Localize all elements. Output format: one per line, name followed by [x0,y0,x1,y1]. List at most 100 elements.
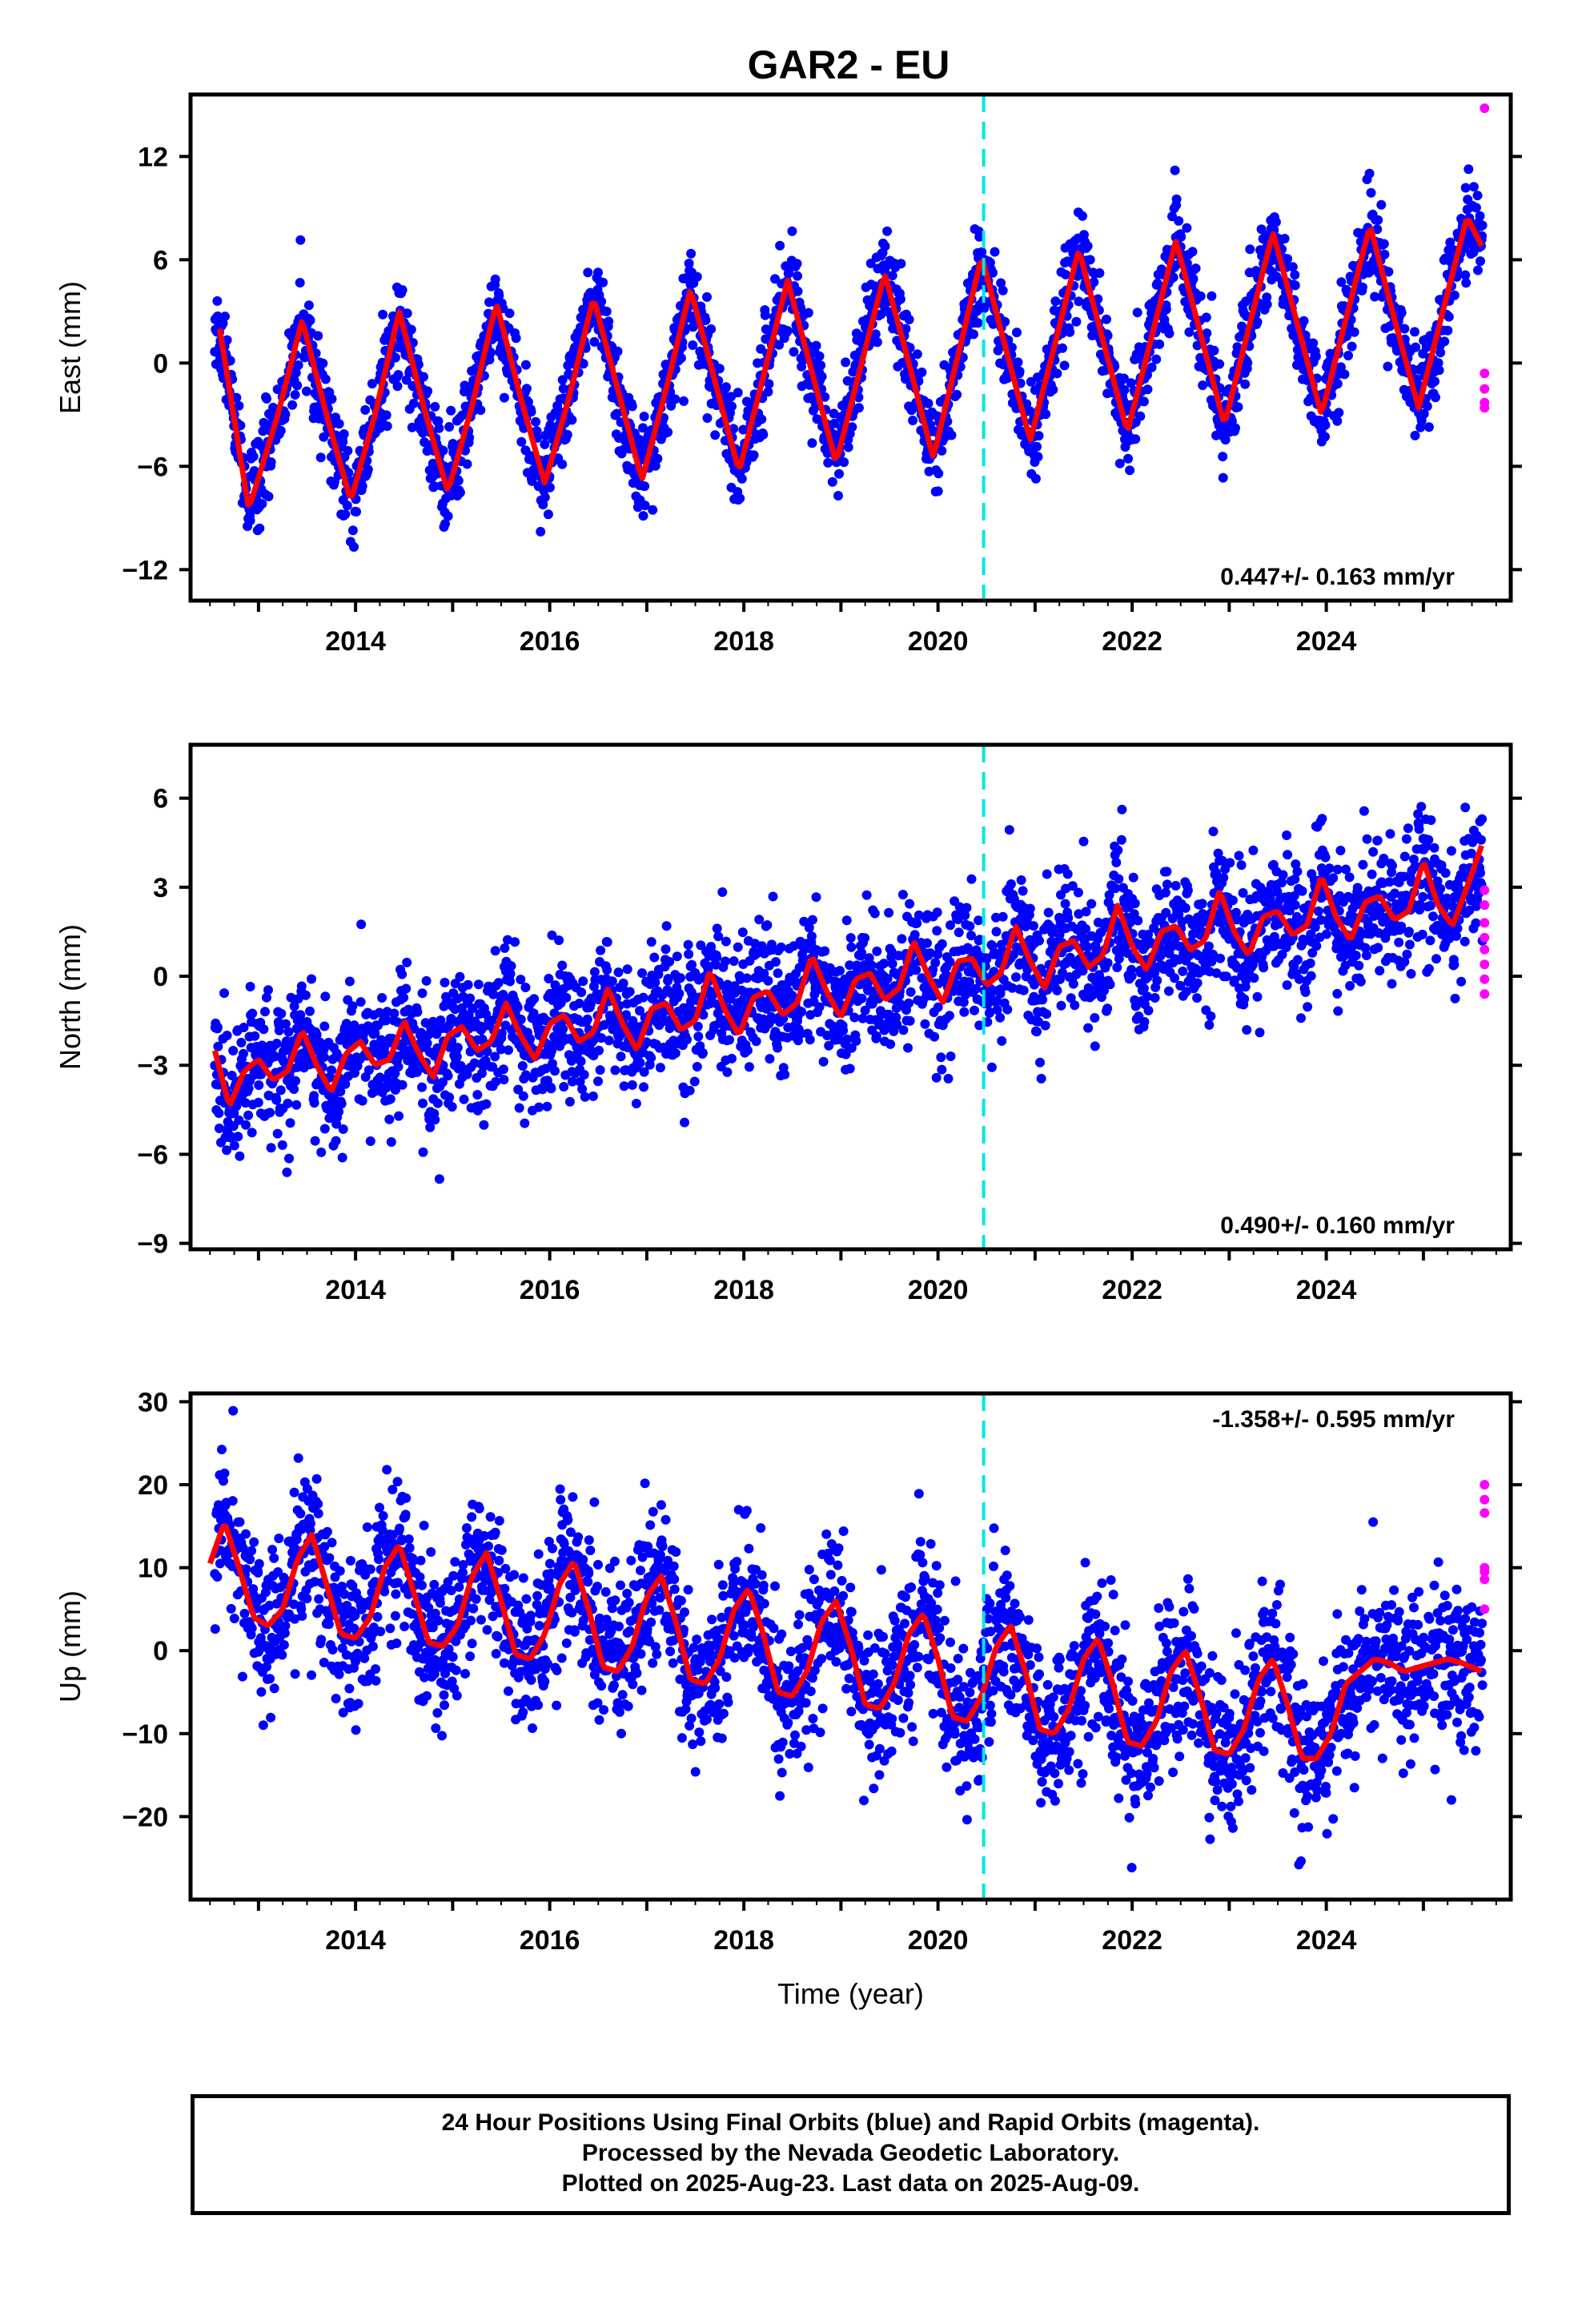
final-orbit-point [775,240,785,251]
final-orbit-point [637,968,647,979]
final-orbit-point [234,400,244,411]
final-orbit-point [1058,967,1067,978]
final-orbit-point [905,1015,915,1026]
final-orbit-point [543,509,553,520]
final-orbit-point [1114,458,1125,468]
final-orbit-point [712,952,722,963]
final-orbit-point [271,1095,282,1105]
final-orbit-point [262,393,271,404]
final-orbit-point [752,948,762,959]
final-orbit-point [1419,408,1429,419]
final-orbit-point [682,1035,692,1045]
final-orbit-point [588,1091,598,1101]
final-orbit-point [759,968,769,979]
final-orbit-point [737,927,748,938]
final-orbit-point [796,1028,806,1039]
final-orbit-point [436,1015,446,1025]
final-orbit-point [1431,392,1440,403]
final-orbit-point [851,1035,861,1046]
final-orbit-point [1443,312,1454,322]
final-orbit-point [733,942,743,952]
final-orbit-point [920,1019,930,1029]
final-orbit-point [1150,993,1160,1003]
final-orbit-point [763,975,773,986]
final-orbit-point [256,1069,267,1080]
final-orbit-point [706,324,717,334]
final-orbit-point [275,425,286,436]
final-orbit-point [1079,230,1089,240]
final-orbit-point [934,468,944,479]
final-orbit-point [1202,328,1212,339]
final-orbit-point [320,374,331,384]
final-orbit-point [960,911,970,920]
final-orbit-point [1078,966,1088,976]
final-orbit-point [392,381,403,392]
east-y-axis-label: East (mm) [54,281,86,414]
final-orbit-point [243,1110,254,1120]
final-orbit-point [534,1102,544,1112]
final-orbit-point [285,1118,295,1128]
final-orbit-point [807,915,817,925]
final-orbit-point [963,944,974,955]
final-orbit-point [814,351,825,361]
final-orbit-point [710,430,721,440]
final-orbit-point [557,459,568,469]
final-orbit-point [713,931,724,942]
final-orbit-point [612,346,623,356]
final-orbit-point [241,1120,251,1130]
final-orbit-point [1146,362,1157,372]
final-orbit-point [1114,874,1124,884]
final-orbit-point [1473,265,1483,275]
final-orbit-point [1066,993,1076,1003]
final-orbit-point [1334,408,1344,418]
final-orbit-point [932,926,942,936]
final-orbit-point [564,1096,575,1107]
final-orbit-point [946,1051,956,1061]
east-rate-label: 0.447+/- 0.163 mm/yr [1220,564,1455,590]
final-orbit-point [1074,909,1084,919]
final-orbit-point [319,432,329,442]
final-orbit-point [282,1167,292,1177]
final-orbit-point [1070,1000,1080,1011]
final-orbit-point [665,956,675,967]
final-orbit-point [996,278,1006,288]
final-orbit-point [1006,342,1017,352]
final-orbit-point [407,422,417,432]
final-orbit-point [487,1015,497,1026]
final-orbit-point [701,315,711,325]
final-orbit-point [946,430,957,440]
final-orbit-point [1090,1041,1100,1051]
final-orbit-point [280,1019,291,1029]
final-orbit-point [601,306,612,316]
final-orbit-point [540,493,550,502]
final-orbit-point [1279,234,1290,243]
final-orbit-point [674,988,685,999]
final-orbit-point [1339,369,1350,380]
final-orbit-point [438,1077,448,1088]
final-orbit-point [363,1065,374,1076]
final-orbit-point [1058,343,1067,353]
final-orbit-point [933,486,943,497]
final-orbit-point [309,1098,319,1108]
final-orbit-point [995,1012,1006,1023]
final-orbit-point [1117,804,1127,814]
final-orbit-point [544,482,555,493]
final-orbit-point [833,491,843,501]
final-orbit-point [1433,358,1443,368]
final-orbit-point [296,981,307,991]
final-orbit-point [402,308,412,319]
final-orbit-point [319,1124,330,1134]
final-orbit-point [313,331,323,341]
final-orbit-point [1002,1004,1013,1015]
final-orbit-point [1012,328,1022,338]
final-orbit-point [498,1064,508,1075]
east-model-fit-line [216,218,1484,508]
final-orbit-point [982,954,992,964]
final-orbit-point [969,329,978,340]
final-orbit-point [295,235,306,245]
final-orbit-point [356,919,367,930]
final-orbit-point [496,1044,506,1055]
final-orbit-point [567,1076,577,1087]
final-orbit-point [1154,339,1165,349]
final-orbit-point [650,977,661,987]
